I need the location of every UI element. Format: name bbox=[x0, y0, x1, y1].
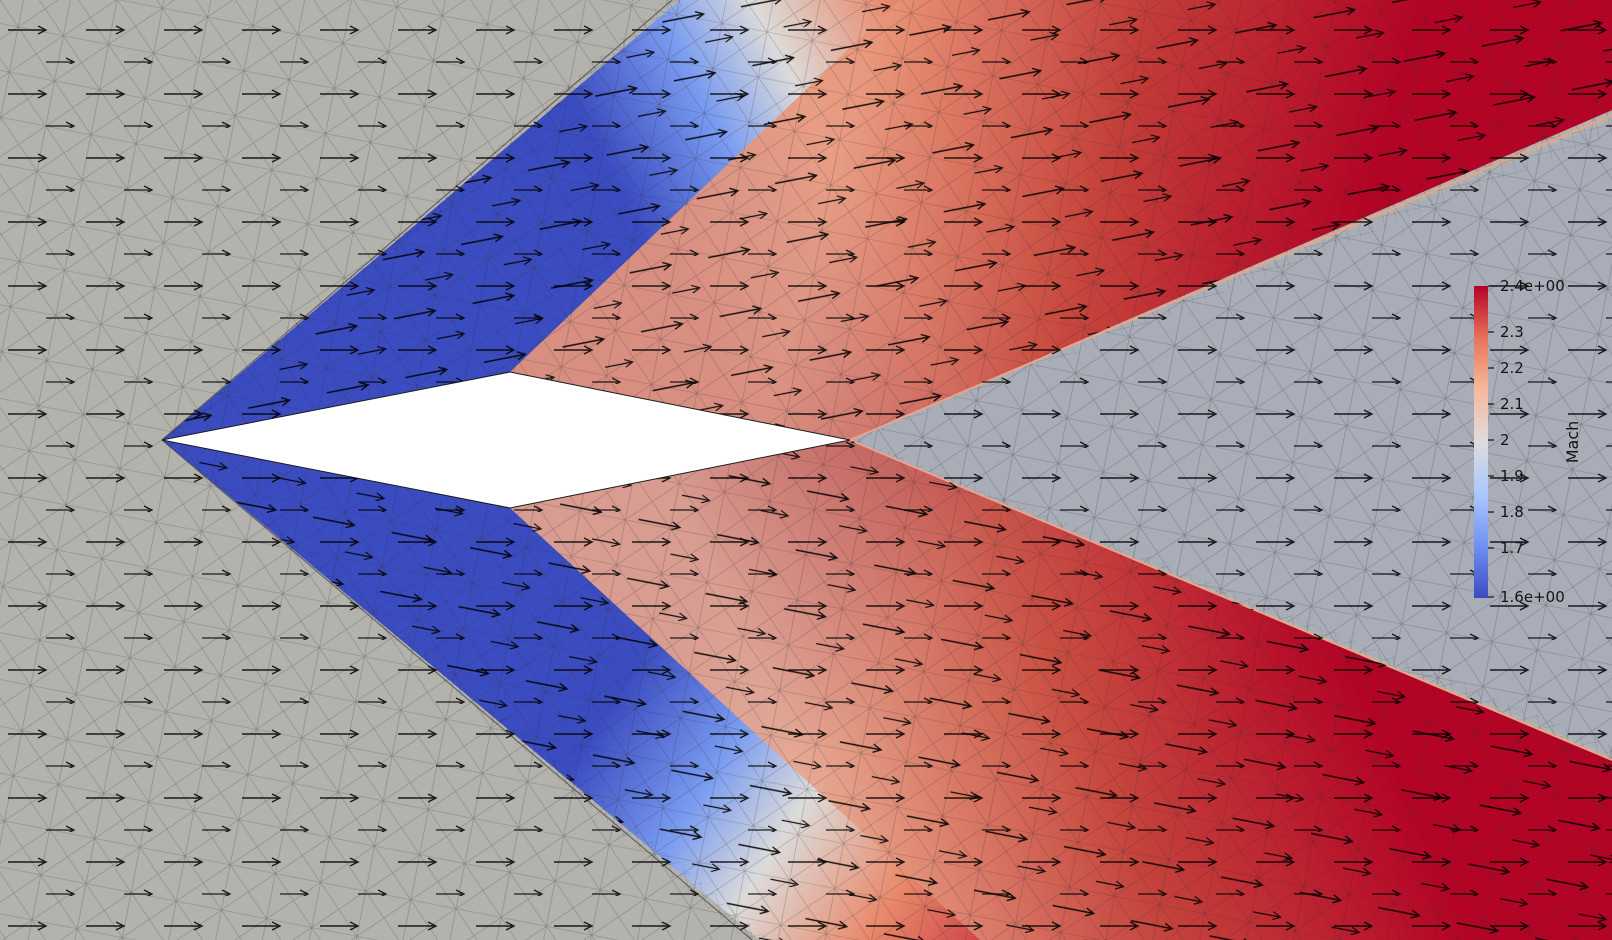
diamond-airfoil[interactable] bbox=[161, 371, 851, 509]
velocity-arrows-upper bbox=[162, 0, 1612, 440]
velocity-arrows-lower bbox=[162, 440, 1612, 940]
